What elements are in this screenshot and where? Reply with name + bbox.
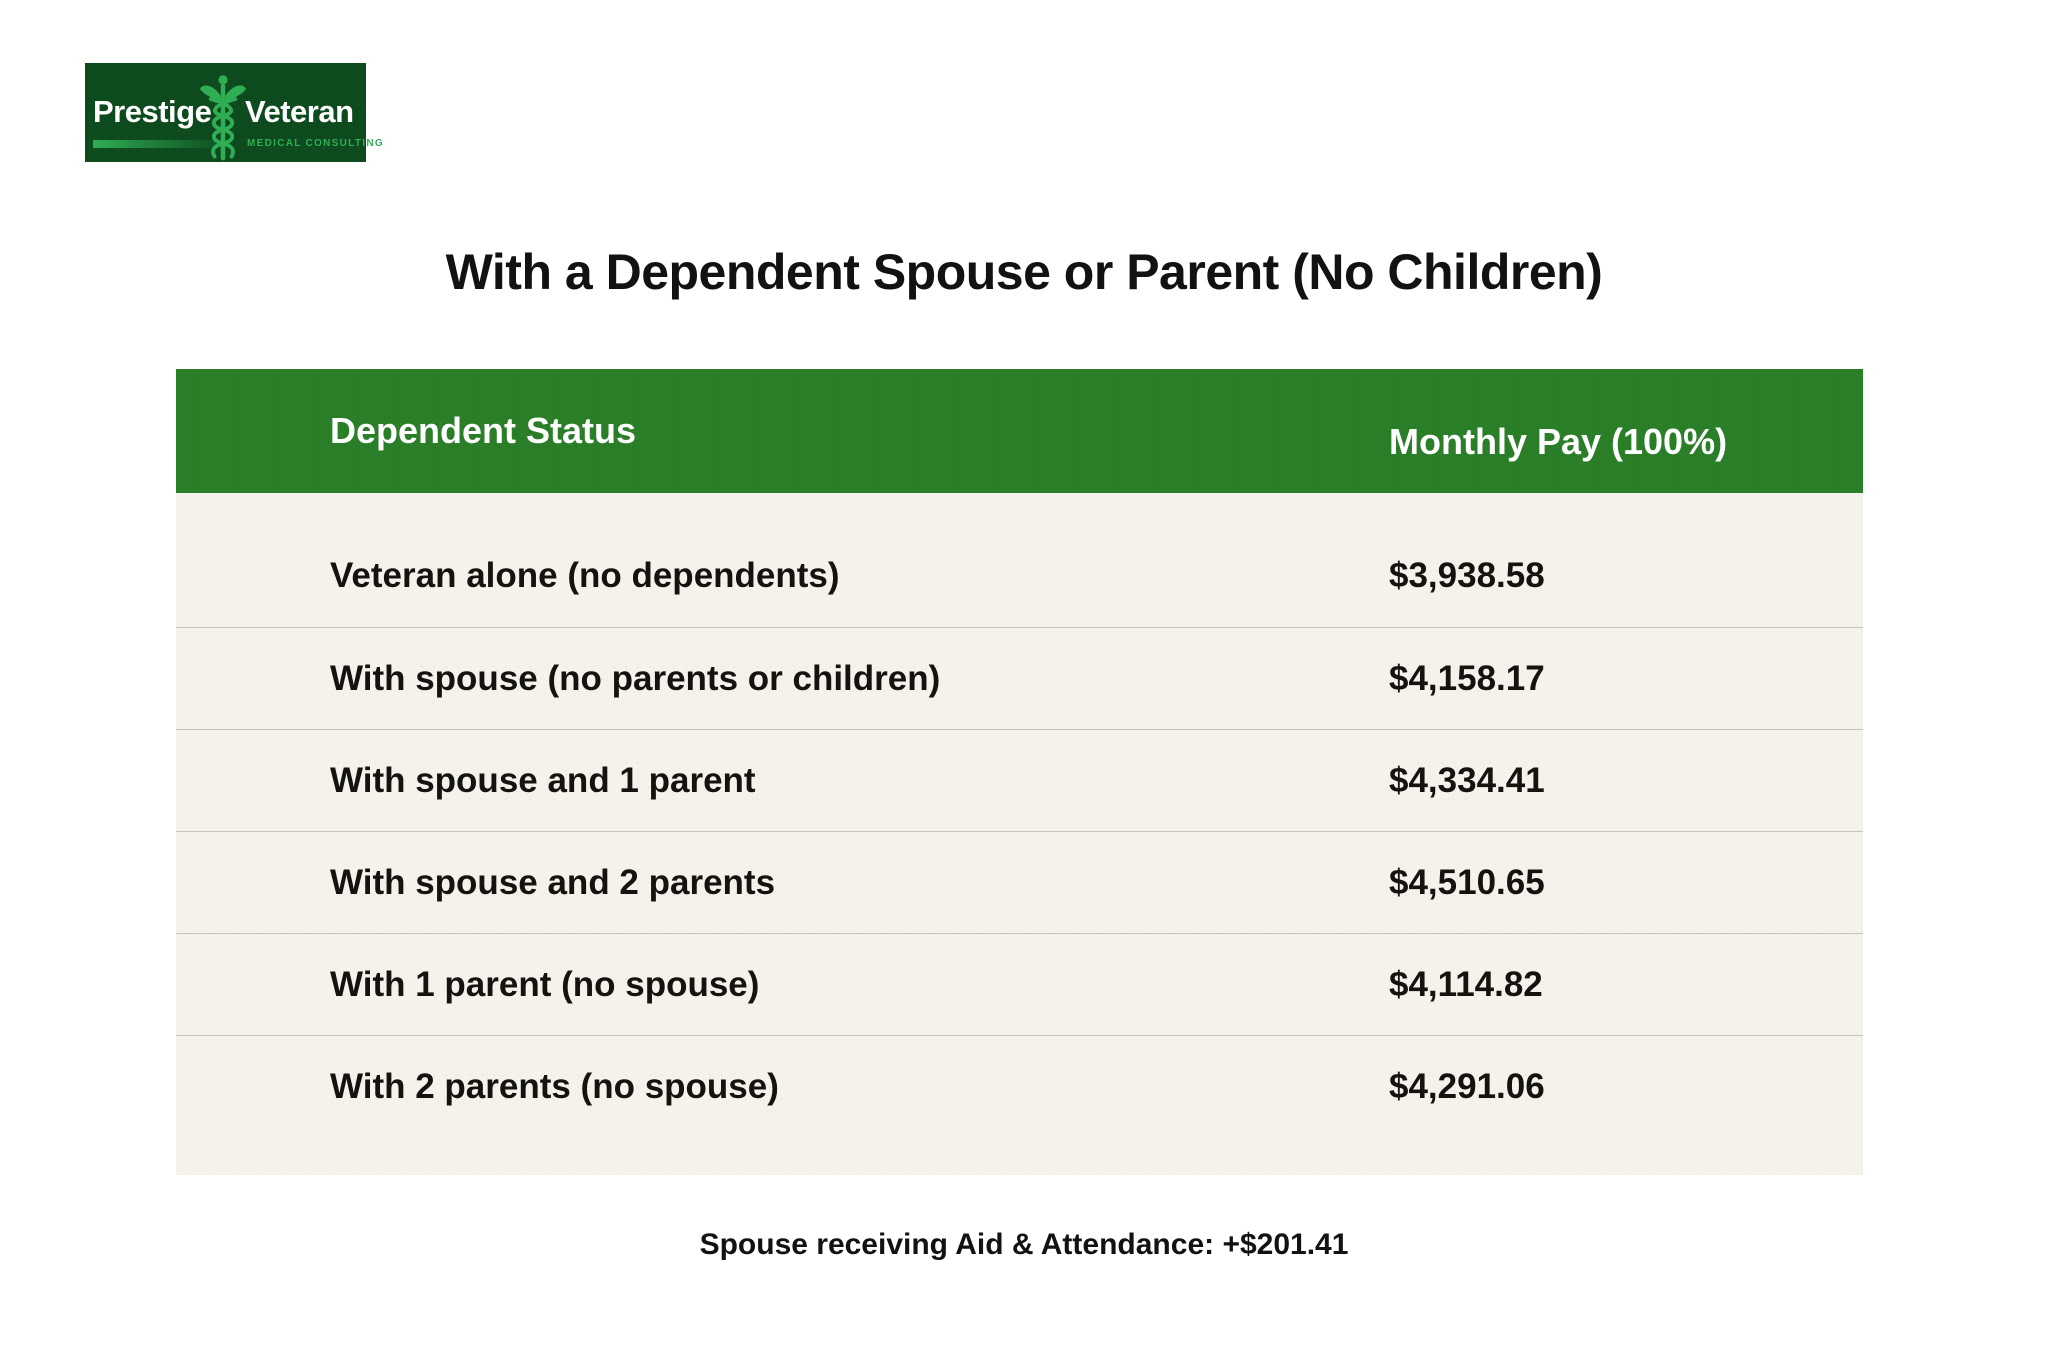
logo-underline-bar [93,140,215,148]
brand-logo: Prestige Veteran MEDICAL CONSULTING [85,63,383,162]
table-row: With 1 parent (no spouse) $4,114.82 [176,933,1863,1035]
table-header-row: Dependent Status Monthly Pay (100%) [176,369,1863,493]
monthly-pay-cell: $4,114.82 [1389,964,1543,1004]
dependent-status-cell: With spouse and 1 parent [330,760,756,800]
column-header-monthly-pay: Monthly Pay (100%) [1389,421,1728,462]
monthly-pay-cell: $4,158.17 [1389,658,1545,698]
aid-attendance-note: Spouse receiving Aid & Attendance: +$201… [699,1228,1349,1261]
brand-tagline: MEDICAL CONSULTING [247,138,384,149]
monthly-pay-cell: $4,510.65 [1389,862,1545,902]
monthly-pay-cell: $4,291.06 [1389,1066,1545,1106]
dependent-status-cell: Veteran alone (no dependents) [330,556,840,595]
table-row: With spouse and 2 parents $4,510.65 [176,831,1863,933]
brand-name-prestige: Prestige [93,94,212,129]
monthly-pay-cell: $4,334.41 [1389,760,1545,800]
table-row: With spouse and 1 parent $4,334.41 [176,729,1863,831]
table-row: Veteran alone (no dependents) $3,938.58 [176,525,1863,627]
column-header-dependent-status: Dependent Status [330,410,637,451]
table-body: Veteran alone (no dependents) $3,938.58 … [176,493,1863,1175]
table-row: With 2 parents (no spouse) $4,291.06 [176,1035,1863,1137]
dependent-status-cell: With spouse (no parents or children) [330,658,941,698]
page-title: With a Dependent Spouse or Parent (No Ch… [445,244,1603,300]
pay-table: Dependent Status Monthly Pay (100%) Vete… [176,369,1863,1175]
brand-name-veteran: Veteran [245,94,354,129]
monthly-pay-cell: $3,938.58 [1389,556,1545,595]
dependent-status-cell: With 2 parents (no spouse) [330,1066,779,1106]
dependent-status-cell: With 1 parent (no spouse) [330,964,760,1004]
table-row: With spouse (no parents or children) $4,… [176,627,1863,729]
dependent-status-cell: With spouse and 2 parents [330,862,776,902]
caduceus-icon [200,75,246,161]
